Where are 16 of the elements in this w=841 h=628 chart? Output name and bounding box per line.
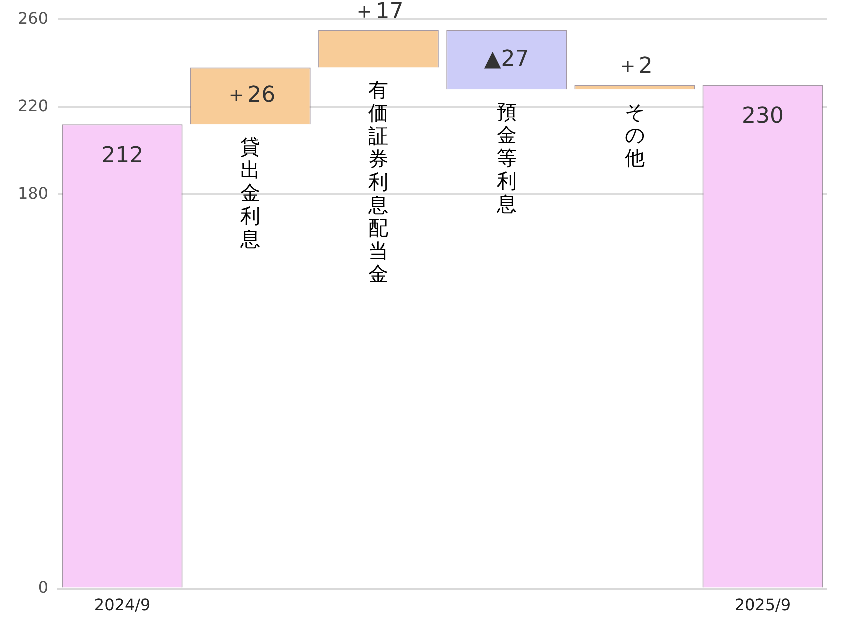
x-tick-label: その他	[624, 100, 645, 170]
x-tick-label: 預金等利息	[496, 100, 517, 216]
data-label: ＋17	[354, 0, 404, 24]
y-tick-label: 180	[18, 184, 49, 203]
x-tick-label: 2025/9	[734, 596, 792, 615]
data-label: ＋2	[616, 54, 653, 79]
y-tick-label: 0	[38, 578, 49, 597]
x-tick-label: 貸出金利息	[240, 134, 261, 251]
data-label: ＋26	[226, 82, 276, 108]
y-tick-label: 260	[18, 8, 49, 28]
data-label: 230	[742, 104, 784, 129]
category-label: 有価証券利息配当金	[368, 78, 389, 286]
x-tick-label: 2024/9	[94, 596, 151, 615]
data-label: ▲27	[484, 46, 530, 72]
y-tick-label: 220	[18, 96, 49, 116]
data-label: 212	[102, 143, 144, 168]
